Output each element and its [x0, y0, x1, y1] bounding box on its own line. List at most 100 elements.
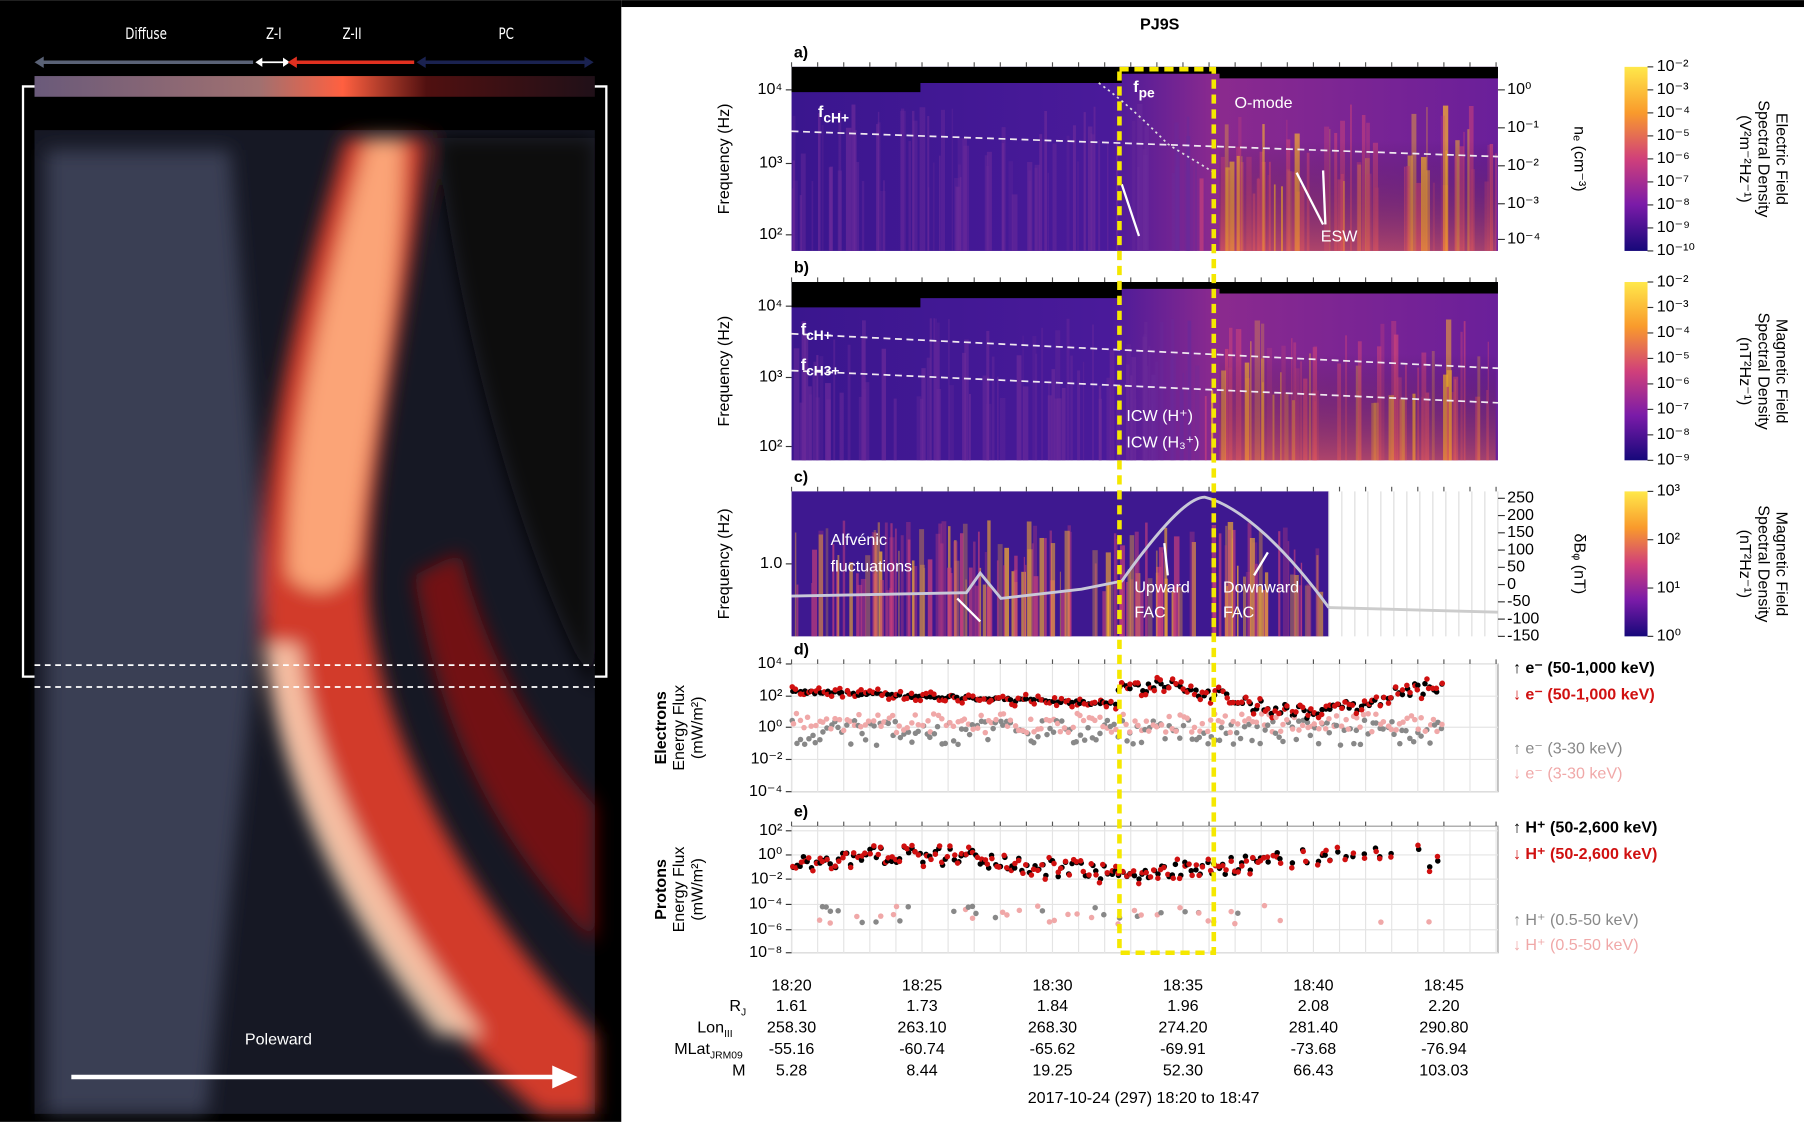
- scatter-point: [1153, 724, 1160, 730]
- scatter-point: [816, 685, 822, 691]
- scatter-point: [1219, 719, 1225, 726]
- scatter-point: [1284, 703, 1290, 709]
- scatter-point: [832, 687, 839, 693]
- scatter-point: [1161, 864, 1167, 871]
- spectrogram-streak: [1264, 572, 1269, 637]
- scatter-point: [1276, 734, 1282, 740]
- scatter-point: [927, 734, 933, 741]
- spectrogram-streak: [1236, 565, 1239, 637]
- spectrogram-streak: [1109, 350, 1115, 461]
- spectrogram-streak: [973, 541, 976, 637]
- scatter-point: [1196, 872, 1202, 879]
- spectrogram-streak: [1134, 399, 1137, 461]
- y-axis-label: Frequency (Hz): [715, 103, 733, 214]
- scatter-point: [1338, 723, 1345, 729]
- scatter-point: [1093, 872, 1099, 878]
- scatter-point: [835, 908, 841, 914]
- spectrogram-streak: [1039, 537, 1045, 637]
- scatter-point: [932, 851, 939, 857]
- right-tick-label: 250: [1507, 489, 1534, 507]
- scatter-point: [1326, 729, 1333, 736]
- scatter-point: [1096, 879, 1103, 886]
- spectrogram-streak: [808, 394, 813, 461]
- scatter-point: [828, 725, 834, 732]
- spectrogram-streak: [1297, 585, 1302, 637]
- spectrogram-streak: [1139, 591, 1144, 637]
- spectrogram-streak: [954, 560, 960, 637]
- spectrogram-streak: [1098, 140, 1101, 251]
- y-axis-label: Frequency (Hz): [715, 316, 733, 427]
- scatter-point: [828, 693, 835, 699]
- scatter-point: [1404, 715, 1410, 722]
- scatter-point: [873, 742, 880, 748]
- scatter-point: [1132, 718, 1138, 724]
- scatter-point: [1205, 918, 1211, 924]
- scatter-point: [1044, 731, 1050, 738]
- spectrogram-streak: [1134, 531, 1139, 637]
- scatter-point: [1426, 864, 1433, 870]
- spectrogram-streak: [1294, 574, 1299, 637]
- colorbar-tick-label: 10⁻⁸: [1657, 425, 1690, 443]
- scatter-point: [1424, 676, 1430, 682]
- spectrogram-streak: [912, 110, 915, 251]
- scatter-point: [1000, 711, 1007, 717]
- legend-entry: ↑ H⁺ (50-2,600 keV): [1513, 819, 1657, 837]
- scatter-point: [1108, 698, 1114, 705]
- scatter-point: [1134, 680, 1141, 686]
- scatter-point: [1100, 723, 1106, 730]
- spectrogram-streak: [977, 531, 980, 637]
- scatter-point: [1235, 869, 1241, 875]
- scatter-point: [1074, 911, 1080, 917]
- scatter-point: [1118, 679, 1125, 686]
- right-tick-label: 200: [1507, 506, 1534, 524]
- scatter-point: [1360, 711, 1367, 718]
- scatter-point: [1015, 695, 1021, 702]
- scatter-point: [1062, 858, 1069, 865]
- scatter-point: [1399, 691, 1406, 698]
- scatter-point: [1227, 729, 1233, 736]
- scatter-point: [1400, 719, 1406, 725]
- scatter-point: [1003, 864, 1010, 871]
- ephemeris-value: 52.30: [1163, 1062, 1203, 1080]
- scatter-point: [1066, 872, 1073, 878]
- ephemeris-value: 5.28: [776, 1062, 807, 1080]
- scatter-point: [1326, 715, 1332, 722]
- scatter-point: [1397, 740, 1403, 747]
- spectrogram-streak: [1189, 531, 1195, 637]
- scatter-point: [1023, 696, 1029, 702]
- spectrogram-streak: [1142, 149, 1147, 251]
- scatter-point: [1425, 685, 1432, 692]
- scatter-point: [840, 854, 846, 861]
- panel-label: a): [794, 43, 808, 61]
- spectrogram-streak: [1035, 353, 1038, 461]
- scatter-point: [862, 737, 869, 743]
- scatter-point: [1334, 701, 1341, 707]
- scatter-point: [1065, 729, 1072, 736]
- y-tick-label: 10⁴: [758, 654, 783, 672]
- scatter-point: [1249, 737, 1255, 744]
- spectrogram-streak: [936, 388, 942, 461]
- scatter-point: [1277, 860, 1284, 866]
- scatter-point: [1230, 741, 1237, 747]
- spectrogram-streak: [1057, 398, 1062, 461]
- scatter-point: [1274, 849, 1280, 856]
- spectrogram-streak: [1186, 136, 1191, 251]
- spectrogram-streak: [1091, 134, 1095, 251]
- footer: 2017-10-24 (297) 18:20 to 18:47: [1028, 1089, 1260, 1107]
- scatter-point: [1361, 855, 1368, 861]
- spectrogram-streak: [1125, 582, 1128, 637]
- spectrogram-streak: [932, 162, 935, 251]
- scatter-point: [1085, 724, 1091, 731]
- spectrogram-streak: [818, 534, 823, 637]
- scatter-point: [930, 711, 937, 717]
- spectrogram-streak: [908, 141, 911, 251]
- scatter-point: [1316, 726, 1322, 732]
- spectrogram-streak: [1170, 354, 1177, 461]
- scatter-point: [904, 695, 910, 702]
- scatter-point: [794, 740, 800, 747]
- scatter-point: [1057, 728, 1064, 735]
- spectrogram-streak: [921, 368, 926, 461]
- colorbar-tick-label: 10⁻⁶: [1657, 149, 1690, 167]
- spectrogram-streak: [985, 165, 990, 251]
- scatter-point: [1020, 870, 1026, 877]
